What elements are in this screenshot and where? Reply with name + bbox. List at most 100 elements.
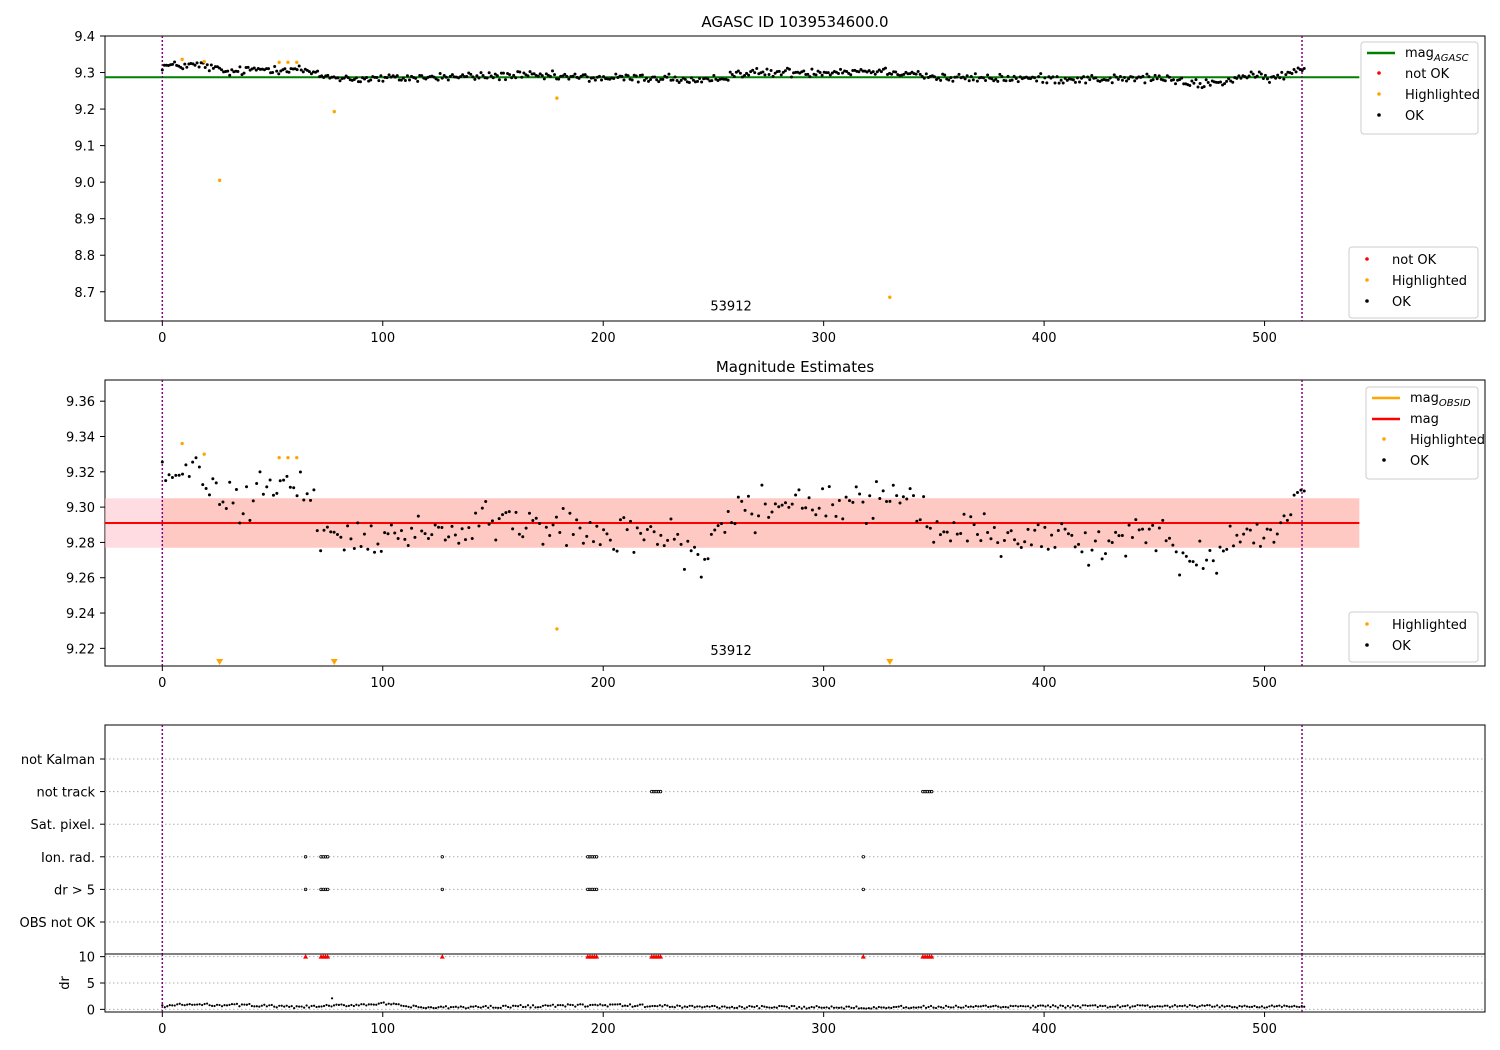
dr-point xyxy=(265,1005,268,1008)
dr-point xyxy=(964,1004,967,1007)
ok-point xyxy=(918,72,922,76)
dr-point xyxy=(977,1005,980,1008)
ok-point xyxy=(275,491,279,495)
ok-point xyxy=(824,514,828,518)
dr-point xyxy=(1111,1005,1114,1008)
flag-marker xyxy=(594,887,599,892)
ok-point xyxy=(167,473,171,477)
ok-point xyxy=(716,524,720,528)
ok-point xyxy=(1035,79,1039,83)
ok-point xyxy=(305,492,309,496)
ok-point xyxy=(548,74,552,78)
dr-point xyxy=(651,1004,654,1008)
dr-point xyxy=(678,1004,681,1008)
dr-point xyxy=(584,1005,587,1008)
ok-point xyxy=(463,538,467,542)
dr-point xyxy=(489,1004,492,1007)
dr-point xyxy=(390,1003,393,1006)
dr-point xyxy=(1121,1005,1124,1008)
dr-point xyxy=(897,1005,900,1008)
dr-point xyxy=(765,1006,768,1009)
dr-point xyxy=(168,1004,171,1007)
ok-point xyxy=(1065,78,1069,82)
ok-point xyxy=(765,67,769,71)
ok-point xyxy=(423,532,427,536)
dr-point xyxy=(780,1004,783,1008)
ok-point xyxy=(228,73,232,77)
dr-point xyxy=(770,1006,773,1009)
dr-point xyxy=(288,1005,291,1008)
x-tick-label: 500 xyxy=(1252,331,1277,346)
ok-point xyxy=(1090,548,1094,552)
ok-point xyxy=(315,529,319,533)
ok-point xyxy=(605,532,609,536)
dr-point xyxy=(867,1006,870,1010)
ok-point xyxy=(679,542,683,546)
dr-point xyxy=(997,1005,1000,1008)
ok-point xyxy=(743,74,747,78)
dr-point xyxy=(1131,1005,1134,1008)
dr-point xyxy=(479,1006,482,1009)
ok-point xyxy=(242,71,246,75)
ok-point xyxy=(307,70,311,74)
y-tick-label: 9.36 xyxy=(66,395,95,410)
dr-point xyxy=(832,1006,836,1009)
dr-point xyxy=(1280,1005,1283,1009)
legend-box xyxy=(1360,41,1479,135)
ok-point xyxy=(600,78,604,82)
ok-point xyxy=(951,79,955,83)
ok-point xyxy=(578,526,582,530)
dr-point xyxy=(1069,1006,1072,1009)
ok-point xyxy=(316,69,320,73)
dr-point xyxy=(303,1006,306,1009)
dr-point xyxy=(1026,1005,1030,1008)
dr-point xyxy=(1218,1006,1221,1009)
dr-point xyxy=(419,1006,423,1009)
ok-point xyxy=(845,69,849,73)
panel-title: AGASC ID 1039534600.0 xyxy=(701,13,888,31)
dr-point xyxy=(223,1004,226,1007)
ok-point xyxy=(365,76,369,80)
ok-point xyxy=(548,534,552,538)
dr-point xyxy=(683,1005,686,1008)
ok-point xyxy=(1174,82,1178,86)
ok-point xyxy=(335,533,339,537)
dr-point xyxy=(773,1006,776,1009)
dr-point xyxy=(539,1005,542,1009)
ok-point xyxy=(252,66,256,70)
ok-point xyxy=(1103,552,1107,556)
ok-point xyxy=(267,67,271,71)
dr-point xyxy=(439,1005,443,1008)
ok-point xyxy=(1204,78,1208,82)
ok-point xyxy=(346,76,350,80)
legend-label: OK xyxy=(1410,454,1429,469)
ok-point xyxy=(442,74,446,78)
ok-point xyxy=(495,74,499,78)
ok-point xyxy=(1294,70,1298,74)
dr-point xyxy=(559,1004,562,1007)
ok-point xyxy=(1181,551,1185,555)
dr-point xyxy=(730,1005,734,1009)
dr-point xyxy=(534,1006,537,1009)
dr-point xyxy=(502,1004,505,1007)
dr-point xyxy=(1049,1005,1052,1009)
ok-point xyxy=(282,478,286,482)
dr-point xyxy=(360,1003,363,1006)
ok-point xyxy=(1282,514,1286,518)
dr-point xyxy=(775,1006,778,1009)
dr-point xyxy=(591,1003,594,1006)
y-tick-label: 9.32 xyxy=(66,466,95,481)
dr-point xyxy=(783,1005,786,1008)
ok-point xyxy=(914,72,918,76)
ok-point xyxy=(1108,76,1112,80)
dr-point xyxy=(994,1004,997,1007)
dr-point xyxy=(263,1003,266,1006)
ok-point xyxy=(1239,76,1243,80)
ok-point xyxy=(534,516,538,520)
ok-point xyxy=(287,70,291,74)
dr-point xyxy=(1114,1005,1117,1008)
ok-point xyxy=(299,68,303,72)
ok-point xyxy=(312,488,316,492)
dr-point xyxy=(1133,1005,1137,1008)
ok-point xyxy=(195,61,199,65)
